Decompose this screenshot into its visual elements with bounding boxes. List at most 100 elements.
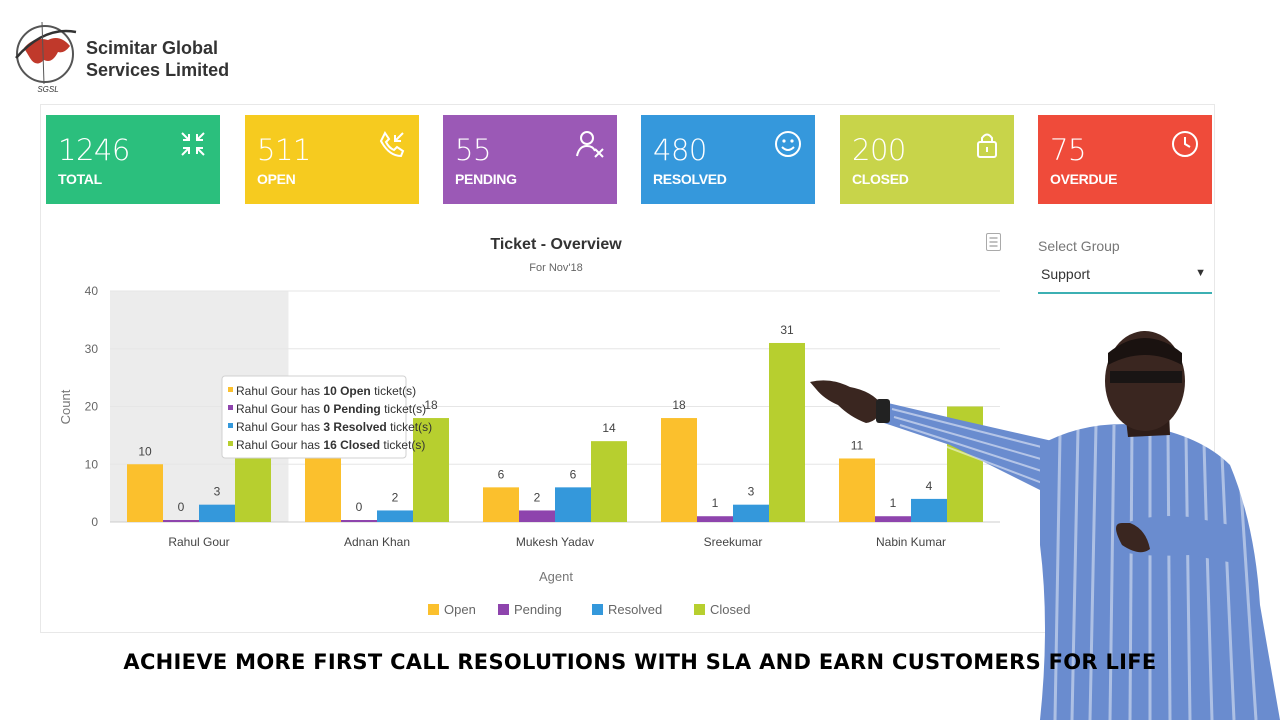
select-group-label: Select Group (1038, 238, 1120, 254)
logo-text: SGSL (37, 85, 58, 94)
stat-value: 200 (852, 133, 906, 167)
stat-value: 1246 (58, 133, 130, 167)
chart-subtitle: For Nov'18 (529, 262, 583, 274)
bar-open (127, 464, 163, 522)
lock-icon (977, 133, 997, 158)
group-select[interactable]: Support ▼ (1038, 262, 1212, 294)
data-label: 14 (602, 421, 616, 435)
group-select-value: Support (1041, 266, 1091, 282)
data-label: 31 (780, 323, 794, 337)
y-tick-label: 20 (85, 400, 99, 414)
tooltip-swatch (228, 423, 233, 428)
bar-closed (413, 418, 449, 522)
stat-value: 511 (257, 133, 311, 167)
bar-resolved (733, 504, 769, 522)
bar-closed (769, 342, 805, 522)
tooltip-line: Rahul Gour has 16 Closed ticket(s) (236, 438, 425, 452)
bar-closed (591, 441, 627, 522)
compress-arrows-icon (181, 132, 205, 156)
bar-pending (519, 510, 555, 522)
chart-menu-icon[interactable] (986, 233, 1001, 251)
brand-line-2: Services Limited (86, 60, 230, 80)
bar-pending (697, 516, 733, 522)
data-label: 3 (214, 485, 221, 499)
y-tick-label: 40 (85, 284, 99, 298)
chart-title: Ticket - Overview (490, 236, 622, 253)
brand-line-1: Scimitar Global (86, 38, 219, 58)
tooltip-line: Rahul Gour has 0 Pending ticket(s) (236, 402, 426, 416)
data-label: 11 (851, 438, 864, 452)
x-tick-label: Sreekumar (704, 535, 763, 549)
bar-open (661, 418, 697, 522)
data-label: 0 (356, 500, 363, 514)
bar-open (483, 487, 519, 522)
bar-pending (341, 520, 377, 522)
x-tick-label: Adnan Khan (344, 535, 410, 549)
stat-card-open[interactable]: 511 OPEN (245, 115, 419, 204)
data-label: 0 (178, 500, 185, 514)
bar-resolved (377, 510, 413, 522)
tooltip-line: Rahul Gour has 10 Open ticket(s) (236, 384, 416, 398)
bar-pending (163, 520, 199, 522)
data-label: 6 (498, 467, 505, 481)
legend-label-open: Open (444, 602, 476, 617)
tooltip-swatch (228, 405, 233, 410)
stat-value: 75 (1050, 133, 1086, 167)
bar-resolved (555, 487, 591, 522)
legend-swatch-open (428, 604, 439, 615)
legend-swatch-pending (498, 604, 509, 615)
data-label: 4 (926, 479, 933, 493)
bar-open (305, 458, 341, 522)
data-label: 18 (672, 398, 686, 412)
stat-value: 480 (653, 133, 707, 167)
data-label: 2 (534, 490, 541, 504)
stat-label: OPEN (257, 171, 296, 187)
data-label: 10 (138, 444, 152, 458)
y-tick-label: 30 (85, 342, 99, 356)
user-x-icon (576, 131, 604, 158)
brand-name: Scimitar Global Services Limited (86, 37, 229, 81)
tooltip-swatch (228, 441, 233, 446)
data-label: 6 (570, 467, 577, 481)
data-label: 2 (392, 490, 399, 504)
data-label: 3 (748, 485, 755, 499)
tagline: ACHIEVE MORE FIRST CALL RESOLUTIONS WITH… (123, 650, 1157, 674)
stat-card-closed[interactable]: 200 CLOSED (840, 115, 1014, 204)
y-tick-label: 0 (91, 515, 98, 529)
y-axis-title: Count (58, 389, 73, 424)
stat-label: RESOLVED (653, 171, 727, 187)
x-axis-title: Agent (539, 569, 573, 584)
stat-card-pending[interactable]: 55 PENDING (443, 115, 617, 204)
x-tick-label: Rahul Gour (168, 535, 229, 549)
stat-value: 55 (455, 133, 491, 167)
data-label: 1 (890, 496, 897, 510)
stat-card-total[interactable]: 1246 TOTAL (46, 115, 220, 204)
stat-label: OVERDUE (1050, 171, 1118, 187)
stat-card-overdue[interactable]: 75 OVERDUE (1038, 115, 1212, 204)
stat-label: PENDING (455, 171, 517, 187)
stat-card-resolved[interactable]: 480 RESOLVED (641, 115, 815, 204)
legend-swatch-closed (694, 604, 705, 615)
bar-pending (875, 516, 911, 522)
x-tick-label: Nabin Kumar (876, 535, 946, 549)
tooltip-line: Rahul Gour has 3 Resolved ticket(s) (236, 420, 432, 434)
phone-incoming-icon (379, 131, 405, 158)
data-label: 1 (712, 496, 719, 510)
clock-icon (1172, 131, 1198, 157)
bar-open (839, 458, 875, 522)
data-label: 18 (424, 398, 438, 412)
y-tick-label: 10 (85, 457, 99, 471)
legend-swatch-resolved (592, 604, 603, 615)
legend-label-closed: Closed (710, 602, 750, 617)
smiley-icon (775, 131, 801, 157)
bar-resolved (911, 498, 947, 522)
chevron-down-icon: ▼ (1195, 267, 1206, 279)
bar-resolved (199, 504, 235, 522)
x-tick-label: Mukesh Yadav (516, 535, 594, 549)
company-logo: SGSL (15, 21, 77, 94)
legend-label-resolved: Resolved (608, 602, 662, 617)
presenter-figure (810, 331, 1280, 720)
stat-label: CLOSED (852, 171, 909, 187)
stat-label: TOTAL (58, 171, 102, 187)
